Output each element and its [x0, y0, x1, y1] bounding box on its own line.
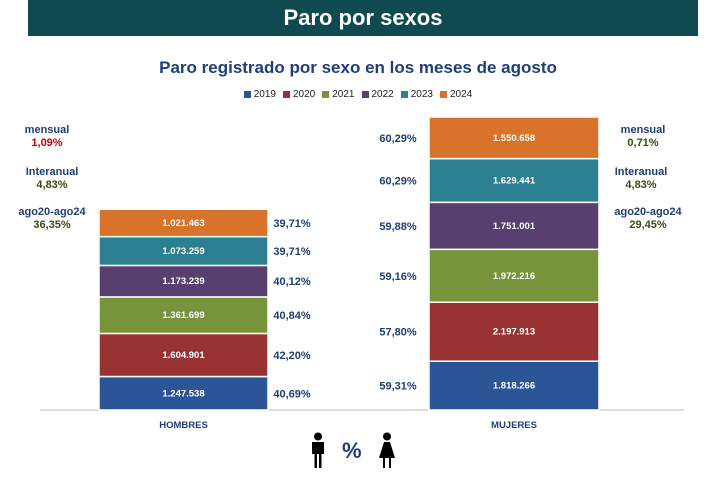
data-label: 1.361.699: [162, 310, 204, 321]
bar-mujeres-2024: [428, 116, 600, 160]
pct-label-hombres: 40,69%: [273, 388, 311, 400]
bar-hombres-2021: [98, 296, 269, 335]
category-label: MUJERES: [491, 420, 537, 431]
legend-label: 2021: [332, 89, 355, 100]
data-label: 1.173.239: [162, 276, 204, 287]
mujeres-mensual-value: 0,71%: [627, 137, 659, 149]
pct-label-hombres: 40,12%: [273, 276, 311, 288]
legend-swatch: [283, 91, 290, 98]
category-label: HOMBRES: [159, 420, 208, 431]
hombres-periodo: ago20-ago24 36,35%: [7, 206, 97, 232]
mujeres-interanual: Interanual 4,83%: [596, 166, 686, 192]
bar-hombres-2020: [98, 332, 269, 378]
mujeres-interanual-value: 4,83%: [625, 179, 657, 191]
mujeres-mensual-label: mensual: [620, 124, 666, 136]
data-label: 1.604.901: [162, 350, 205, 361]
header-banner: Paro por sexos: [28, 0, 698, 36]
pct-label-hombres: 39,71%: [273, 218, 311, 230]
legend-item-2022: 2022: [361, 89, 394, 100]
data-label: 2.197.913: [493, 327, 535, 338]
data-label: 1.550.658: [493, 133, 535, 144]
bar-hombres-2024: [98, 208, 269, 238]
legend-swatch: [322, 91, 330, 98]
data-label: 1.751.001: [493, 221, 536, 232]
pct-label-mujeres: 57,80%: [379, 327, 417, 339]
gender-symbols: %: [310, 432, 396, 470]
bar-mujeres-2023: [428, 157, 600, 204]
bar-hombres-2022: [98, 264, 269, 298]
legend-label: 2023: [410, 89, 433, 100]
bar-hombres-2023: [98, 235, 269, 267]
pct-label-mujeres: 60,29%: [379, 133, 417, 145]
mujeres-periodo-label: ago20-ago24: [614, 206, 682, 218]
legend-item-2024: 2024: [440, 89, 472, 100]
percent-symbol: %: [342, 438, 362, 463]
pct-label-hombres: 42,20%: [273, 350, 311, 362]
hombres-mensual-value: 1,09%: [31, 137, 63, 149]
legend-swatch: [400, 91, 408, 98]
legend-swatch: [440, 91, 447, 98]
legend-item-2020: 2020: [283, 89, 315, 100]
hombres-periodo-value: 36,35%: [33, 219, 71, 231]
mujeres-periodo-value: 29,45%: [629, 219, 667, 231]
bar-mujeres-2021: [428, 248, 600, 303]
bar-mujeres-2022: [428, 201, 600, 251]
legend-label: 2024: [450, 89, 473, 100]
page-title: Paro por sexos: [283, 5, 443, 30]
data-label: 1.972.216: [493, 271, 535, 282]
legend-swatch: [243, 91, 251, 98]
hombres-mensual-label: mensual: [24, 124, 70, 136]
legend-item-2019: 2019: [243, 89, 276, 100]
legend-label: 2019: [253, 89, 276, 100]
legend-item-2021: 2021: [322, 89, 355, 100]
female-icon: [378, 432, 395, 468]
mujeres-periodo: ago20-ago24 29,45%: [603, 206, 693, 232]
data-label: 1.629.441: [493, 175, 536, 186]
hombres-mensual: mensual 1,09%: [2, 124, 92, 150]
legend-swatch: [361, 91, 369, 98]
chart-title: Paro registrado por sexo en los meses de…: [159, 58, 557, 77]
hombres-periodo-label: ago20-ago24: [18, 206, 86, 218]
data-label: 1.073.259: [162, 246, 204, 257]
chart-legend: 2019 2020 2021 2022 2023 2024: [0, 89, 716, 100]
pct-label-hombres: 39,71%: [273, 246, 311, 258]
pct-label-mujeres: 60,29%: [379, 175, 417, 187]
hombres-interanual-label: Interanual: [25, 166, 79, 178]
hombres-interanual-value: 4,83%: [36, 179, 68, 191]
hombres-interanual: Interanual 4,83%: [7, 166, 97, 192]
pct-label-hombres: 40,84%: [273, 310, 311, 322]
male-icon: [312, 432, 324, 468]
legend-item-2023: 2023: [400, 89, 433, 100]
mujeres-mensual: mensual 0,71%: [598, 124, 688, 150]
legend-label: 2020: [293, 89, 316, 100]
pct-label-mujeres: 59,31%: [379, 381, 417, 393]
mujeres-interanual-label: Interanual: [614, 166, 668, 178]
pct-label-mujeres: 59,16%: [379, 271, 417, 283]
pct-label-mujeres: 59,88%: [379, 221, 417, 233]
legend-label: 2022: [371, 89, 394, 100]
bar-mujeres-2019: [428, 360, 600, 411]
data-label: 1.247.538: [162, 388, 204, 399]
data-label: 1.021.463: [162, 218, 204, 229]
data-label: 1.818.266: [493, 381, 535, 392]
